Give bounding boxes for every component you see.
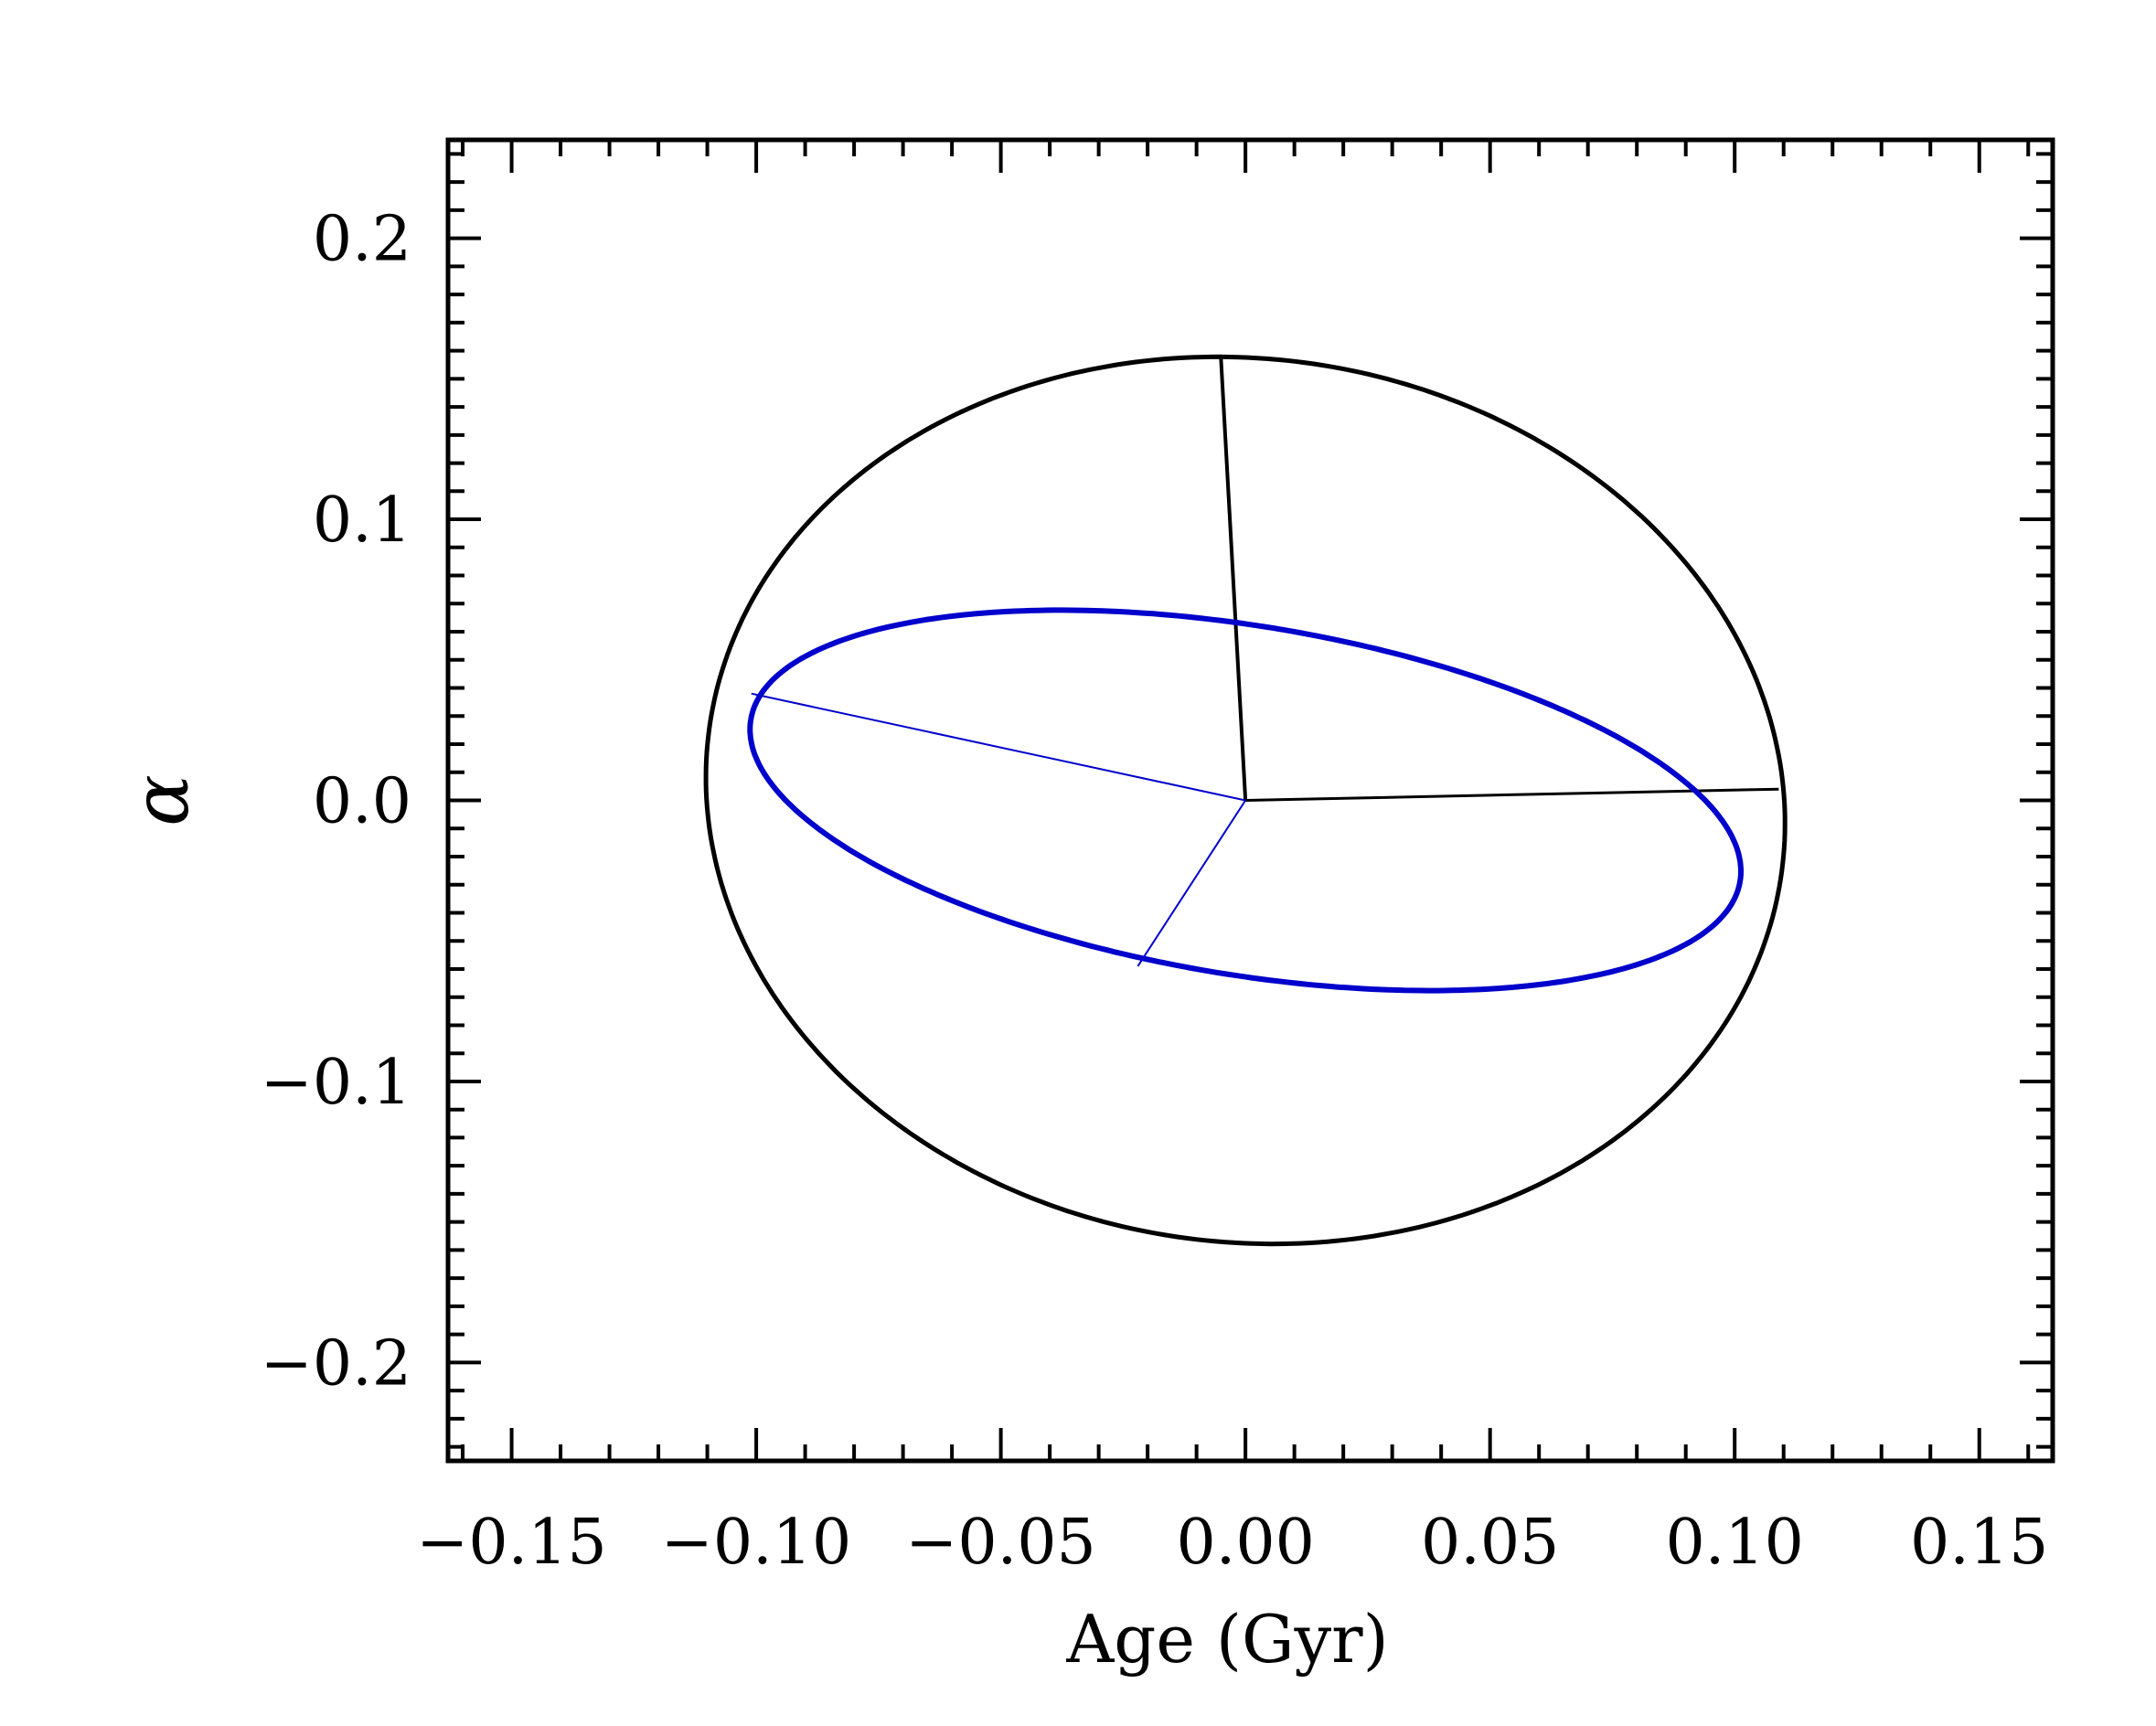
y-tick-label: 0.0 <box>313 766 411 838</box>
blue-ellipse-axis-line <box>751 692 1246 802</box>
ticks-layer <box>448 140 2053 1461</box>
series-layer <box>703 354 1788 1247</box>
x-tick-label: 0.05 <box>1421 1507 1559 1579</box>
black-ellipse <box>703 354 1788 1247</box>
x-tick-label: −0.15 <box>416 1507 606 1579</box>
x-tick-label: 0.10 <box>1666 1507 1804 1579</box>
blue-ellipse <box>747 607 1744 994</box>
x-tick-label: −0.05 <box>905 1507 1095 1579</box>
x-tick-label: 0.00 <box>1176 1507 1314 1579</box>
y-tick-label: −0.2 <box>261 1327 411 1400</box>
black-ellipse-axis-line <box>1245 787 1779 802</box>
y-tick-label: −0.1 <box>261 1047 411 1119</box>
black-ellipse-axis-line <box>1219 358 1248 801</box>
plot-frame <box>445 137 2055 1464</box>
labels-layer: −0.15 −0.10 −0.05 0.00 0.05 0.10 0.15 −0.2 −0.1 0… <box>261 204 2049 1579</box>
blue-ellipse-axis-line <box>1137 799 1246 967</box>
y-tick-label: 0.1 <box>313 485 411 557</box>
x-tick-label: 0.15 <box>1910 1507 2048 1579</box>
y-tick-label: 0.2 <box>313 204 411 276</box>
y-axis-title: α <box>116 774 206 826</box>
x-axis-title: Age (Gyr) <box>1065 1601 1388 1678</box>
x-tick-label: −0.10 <box>661 1507 851 1579</box>
